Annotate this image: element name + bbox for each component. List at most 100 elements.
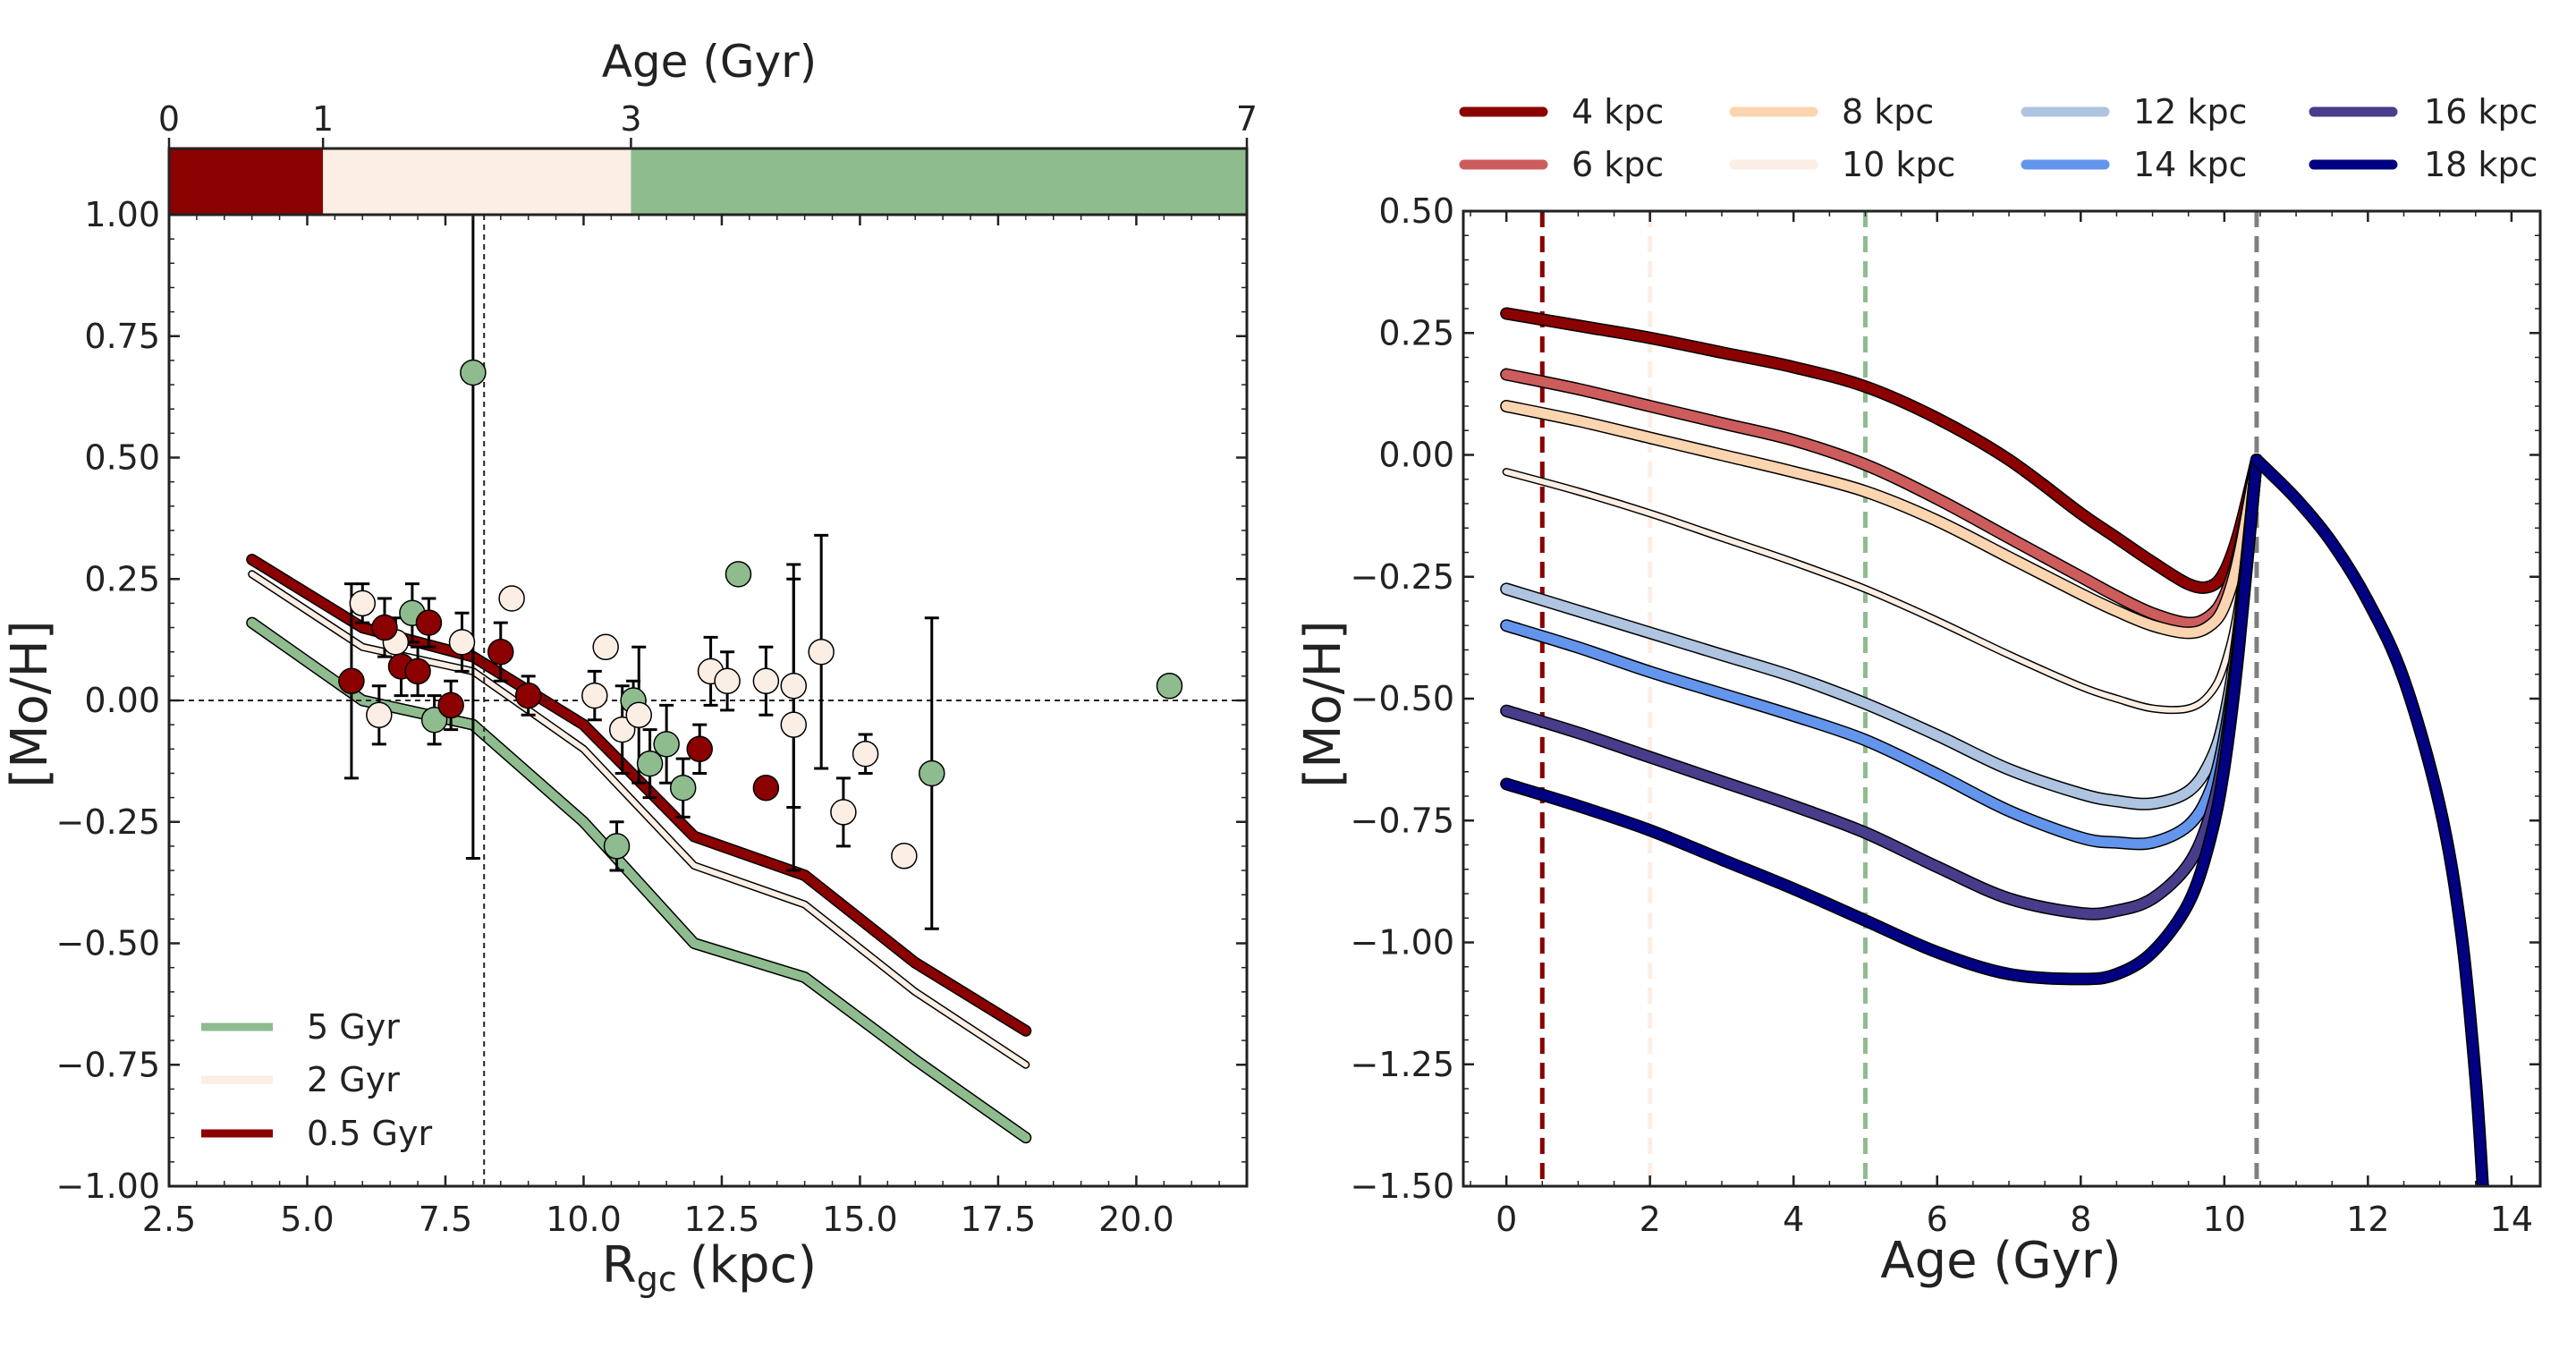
y-tick-label: 0.75 bbox=[84, 317, 160, 356]
legend-label-8kpc: 8 kpc bbox=[1842, 92, 1934, 132]
x-tick-label: 17.5 bbox=[961, 1200, 1037, 1239]
data-point bbox=[603, 833, 631, 860]
age-bar-tick-labels: 0 1 3 7 bbox=[158, 99, 1258, 148]
x-tick-label: 12.5 bbox=[684, 1200, 760, 1239]
right-legend: 4 kpc 6 kpc 8 kpc 10 kpc 12 kpc 14 kpc 1… bbox=[1459, 92, 2538, 184]
data-point bbox=[349, 590, 377, 617]
x-tick-label: 12 bbox=[2346, 1200, 2389, 1239]
data-point bbox=[636, 750, 664, 777]
age-bar-tick-label: 3 bbox=[620, 99, 641, 139]
age-bar-tick-label: 7 bbox=[1236, 99, 1258, 139]
age-bar-segment bbox=[169, 148, 324, 215]
data-point bbox=[625, 701, 653, 729]
data-point bbox=[366, 701, 393, 729]
x-tick-label: 8 bbox=[2070, 1200, 2091, 1239]
y-tick-label: −1.50 bbox=[1351, 1167, 1454, 1206]
right-vertical-lines bbox=[1539, 211, 2259, 1186]
y-tick-label: −1.25 bbox=[1351, 1045, 1454, 1084]
y-tick-label: 0.00 bbox=[1378, 436, 1454, 475]
legend-label-4kpc: 4 kpc bbox=[1572, 92, 1664, 132]
x-tick-label: 2.5 bbox=[142, 1200, 196, 1239]
data-point bbox=[404, 658, 431, 685]
data-point bbox=[830, 799, 857, 826]
data-point bbox=[780, 672, 808, 700]
data-point bbox=[1156, 672, 1183, 700]
legend-label-12kpc: 12 kpc bbox=[2133, 92, 2247, 132]
data-point bbox=[371, 614, 398, 641]
legend-label-6kpc: 6 kpc bbox=[1572, 145, 1664, 184]
data-point bbox=[686, 735, 713, 763]
data-point bbox=[581, 682, 608, 709]
legend-label-2gyr: 2 Gyr bbox=[307, 1060, 400, 1099]
right-x-ticks: 0 2 4 6 8 10 12 14 bbox=[1470, 211, 2533, 1239]
data-point bbox=[460, 359, 487, 386]
data-point bbox=[780, 711, 808, 738]
x-tick-label: 20.0 bbox=[1098, 1200, 1174, 1239]
left-legend: 5 Gyr 2 Gyr 0.5 Gyr bbox=[201, 1007, 432, 1153]
left-data-points bbox=[338, 215, 1183, 930]
data-point bbox=[420, 706, 448, 734]
y-tick-label: 0.25 bbox=[1378, 313, 1454, 352]
y-tick-label: 0.25 bbox=[84, 559, 160, 598]
series-line-10-kpc bbox=[1504, 456, 2259, 713]
series-line-4-kpc bbox=[1501, 308, 2262, 593]
left-y-axis-label: [Mo/H] bbox=[1, 620, 59, 787]
y-tick-label: −0.50 bbox=[56, 924, 160, 963]
data-point bbox=[415, 609, 443, 636]
x-tick-label: 10 bbox=[2203, 1200, 2246, 1239]
y-tick-label: −0.50 bbox=[1351, 679, 1454, 718]
y-tick-label: 0.50 bbox=[1378, 191, 1454, 231]
data-point bbox=[919, 759, 945, 787]
age-bar-tick-label: 0 bbox=[158, 99, 180, 139]
legend-label-0-5gyr: 0.5 Gyr bbox=[307, 1114, 432, 1153]
model-line-0-5-gyr bbox=[247, 555, 1030, 1036]
y-tick-label: 1.00 bbox=[84, 195, 160, 234]
legend-label-16kpc: 16 kpc bbox=[2424, 92, 2538, 132]
right-y-ticks: −1.50 −1.25 −1.00 −0.75 −0.50 −0.25 0.00 0.25 0.… bbox=[1351, 191, 2540, 1206]
data-point bbox=[653, 731, 680, 758]
age-bar-tick-label: 1 bbox=[312, 99, 334, 139]
data-point bbox=[808, 638, 835, 666]
data-point bbox=[891, 843, 918, 870]
x-label-unit: (kpc) bbox=[690, 1236, 817, 1294]
age-bar-segment bbox=[323, 148, 631, 215]
tail-outline bbox=[2252, 454, 2489, 1187]
right-panel: 4 kpc 6 kpc 8 kpc 10 kpc 12 kpc 14 kpc 1… bbox=[1294, 92, 2542, 1290]
x-tick-label: 10.0 bbox=[546, 1200, 622, 1239]
y-tick-label: 0.50 bbox=[84, 438, 160, 478]
left-x-ticks: 2.5 5.0 7.5 10.0 12.5 15.0 17.5 20.0 bbox=[142, 215, 1248, 1239]
left-y-ticks: −1.00 −0.75 −0.50 −0.25 0.00 0.25 0.50 0.75 1.00 bbox=[56, 195, 1247, 1206]
data-point bbox=[592, 633, 619, 661]
legend-label-14kpc: 14 kpc bbox=[2133, 145, 2247, 184]
data-point bbox=[437, 691, 464, 719]
age-colorbar bbox=[167, 147, 1249, 216]
right-series-lines bbox=[1500, 307, 2489, 1187]
x-tick-label: 14 bbox=[2490, 1200, 2533, 1239]
x-tick-label: 15.0 bbox=[822, 1200, 898, 1239]
model-line-2-gyr bbox=[249, 571, 1029, 1068]
y-tick-label: −0.25 bbox=[56, 802, 160, 842]
data-point bbox=[852, 740, 879, 768]
data-point bbox=[448, 629, 476, 656]
age-bar-segment bbox=[631, 148, 1247, 215]
right-y-axis-label: [Mo/H] bbox=[1294, 620, 1352, 787]
data-point bbox=[608, 716, 636, 743]
right-x-axis-label: Age (Gyr) bbox=[1880, 1232, 2121, 1290]
x-tick-label: 7.5 bbox=[419, 1200, 472, 1239]
series-outline bbox=[1500, 307, 2263, 594]
age-bar-title: Age (Gyr) bbox=[602, 36, 818, 88]
x-tick-label: 4 bbox=[1783, 1200, 1804, 1239]
legend-label-5gyr: 5 Gyr bbox=[307, 1007, 400, 1047]
x-tick-label: 6 bbox=[1927, 1200, 1948, 1239]
data-point bbox=[752, 774, 780, 802]
series-tail bbox=[2253, 456, 2488, 1187]
x-label-main: R bbox=[602, 1236, 637, 1294]
data-point bbox=[724, 561, 752, 588]
legend-label-18kpc: 18 kpc bbox=[2424, 145, 2538, 184]
data-point bbox=[498, 585, 525, 612]
data-point bbox=[514, 682, 542, 709]
y-tick-label: 0.00 bbox=[84, 681, 160, 720]
series-line-14-kpc bbox=[1501, 454, 2262, 849]
right-axes-frame bbox=[1462, 209, 2542, 1188]
data-point bbox=[714, 667, 741, 695]
